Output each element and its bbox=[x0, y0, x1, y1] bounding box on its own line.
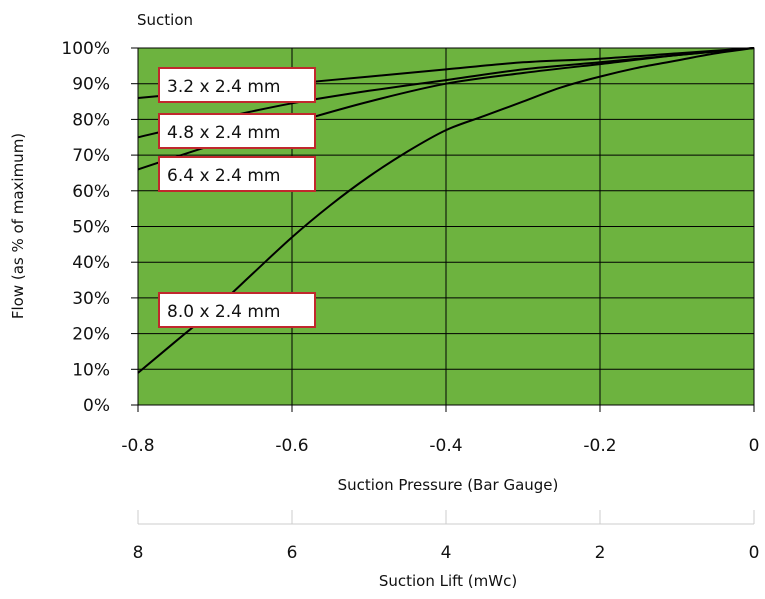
y-tick-label: 40% bbox=[72, 253, 110, 273]
series-label-box bbox=[158, 67, 316, 103]
x2-axis-title: Suction Lift (mWc) bbox=[379, 572, 517, 590]
x-tick-label: -0.4 bbox=[429, 436, 462, 456]
series-label-box bbox=[158, 156, 316, 192]
y-tick-label: 80% bbox=[72, 110, 110, 130]
series-label: 8.0 x 2.4 mm bbox=[167, 302, 280, 322]
x-axis-ticks: -0.8 -0.6 -0.4 -0.2 0 bbox=[121, 436, 759, 456]
y-tick-label: 90% bbox=[72, 75, 110, 95]
x2-tick-label: 0 bbox=[749, 543, 760, 563]
series-label: 3.2 x 2.4 mm bbox=[167, 77, 280, 97]
y-tick-label: 30% bbox=[72, 289, 110, 309]
y-tick-label: 20% bbox=[72, 325, 110, 345]
x2-tick-label: 4 bbox=[441, 543, 452, 563]
x2-tick-label: 8 bbox=[133, 543, 144, 563]
x-tick-label: -0.8 bbox=[121, 436, 154, 456]
secondary-x-axis: 8 6 4 2 0 bbox=[133, 510, 760, 563]
y-tick-label: 10% bbox=[72, 360, 110, 380]
x-axis-title: Suction Pressure (Bar Gauge) bbox=[338, 476, 559, 494]
series-labels: 3.2 x 2.4 mm 4.8 x 2.4 mm 6.4 x 2.4 mm 8.0 … bbox=[158, 67, 316, 328]
series-line bbox=[137, 47, 755, 374]
x-tick-label: 0 bbox=[749, 436, 760, 456]
x-tick-label: -0.6 bbox=[275, 436, 308, 456]
series-label: 4.8 x 2.4 mm bbox=[167, 123, 280, 143]
y-tick-label: 50% bbox=[72, 218, 110, 238]
y-axis-title: Flow (as % of maximum) bbox=[9, 133, 27, 319]
y-tick-label: 60% bbox=[72, 182, 110, 202]
y-axis-ticks: 0% 10% 20% 30% 40% 50% 60% 70% 80% 90% 100% bbox=[61, 39, 138, 416]
series-label-box bbox=[158, 113, 316, 149]
x-tick-label: -0.2 bbox=[583, 436, 616, 456]
y-tick-label: 0% bbox=[83, 396, 110, 416]
y-tick-label: 100% bbox=[61, 39, 110, 59]
x2-tick-label: 6 bbox=[287, 543, 298, 563]
series-label: 6.4 x 2.4 mm bbox=[167, 166, 280, 186]
y-tick-label: 70% bbox=[72, 146, 110, 166]
chart-title: Suction bbox=[137, 11, 193, 29]
series-label-box bbox=[158, 292, 316, 328]
x2-tick-label: 2 bbox=[595, 543, 606, 563]
